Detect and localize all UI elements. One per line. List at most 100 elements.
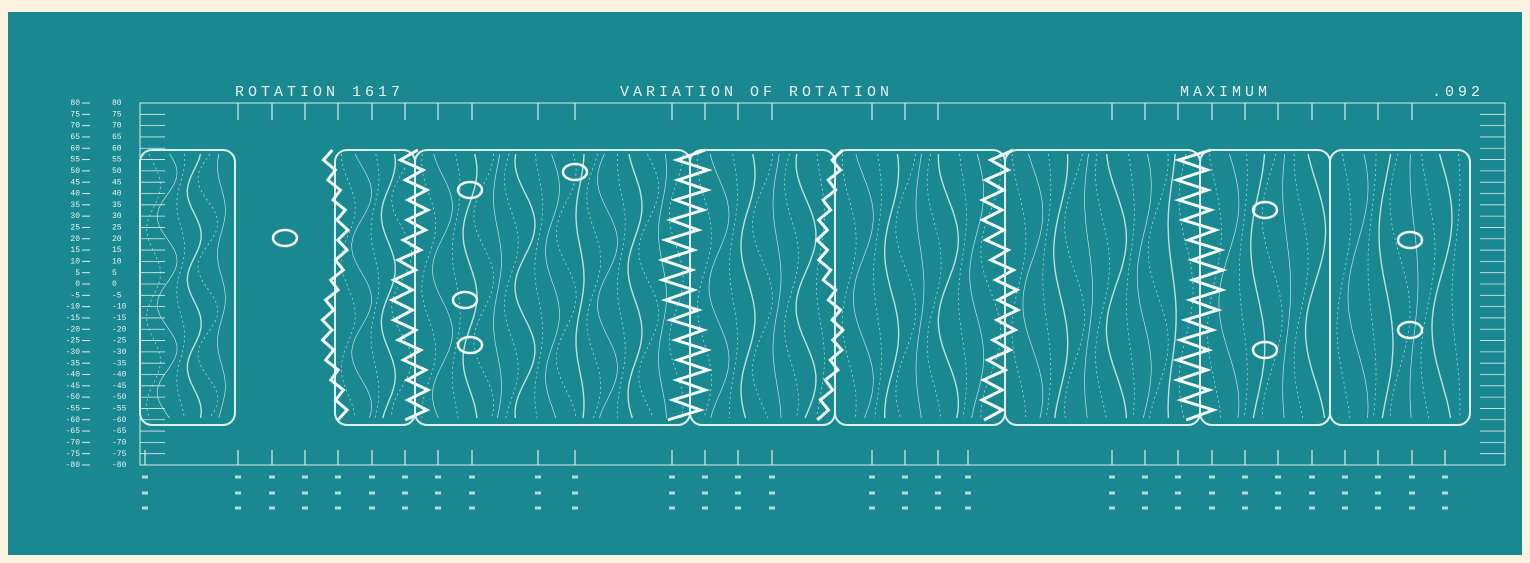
bottom-code-mark bbox=[235, 506, 241, 510]
bottom-code-mark bbox=[669, 491, 675, 495]
y-label: 15 bbox=[112, 246, 122, 255]
y-label: 0 bbox=[75, 280, 80, 289]
y-label: -15 bbox=[112, 314, 127, 323]
contour-line bbox=[156, 153, 178, 419]
y-label: -30 bbox=[66, 348, 81, 357]
contour-line bbox=[1052, 153, 1069, 419]
contour-line bbox=[1431, 153, 1453, 419]
bottom-code-mark bbox=[1109, 475, 1115, 479]
bottom-code-mark bbox=[902, 506, 908, 510]
contour-boundary bbox=[320, 149, 351, 422]
bottom-code-mark bbox=[935, 506, 941, 510]
bottom-code-mark bbox=[402, 506, 408, 510]
contour-line bbox=[772, 153, 782, 419]
bottom-code-mark bbox=[335, 491, 341, 495]
contour-line bbox=[795, 153, 817, 419]
bottom-code-mark bbox=[735, 506, 741, 510]
bottom-code-mark bbox=[965, 506, 971, 510]
bottom-code-mark bbox=[1275, 506, 1281, 510]
contour-line bbox=[1126, 153, 1135, 419]
bottom-code-mark bbox=[1442, 475, 1448, 479]
contour-boundary bbox=[657, 148, 713, 422]
contour-line bbox=[1367, 154, 1377, 419]
contour-line bbox=[421, 153, 437, 419]
bottom-code-mark bbox=[1342, 475, 1348, 479]
contour-line bbox=[545, 153, 560, 419]
contour-line bbox=[1022, 153, 1044, 419]
bottom-code-mark bbox=[535, 506, 541, 510]
bottom-code-mark bbox=[1209, 475, 1215, 479]
bottom-code-mark bbox=[235, 491, 241, 495]
bottom-code-mark bbox=[1342, 491, 1348, 495]
y-label: -75 bbox=[66, 450, 81, 459]
bottom-code-mark bbox=[1375, 491, 1381, 495]
y-label: 45 bbox=[70, 178, 80, 187]
bottom-code-mark bbox=[902, 475, 908, 479]
contour-line bbox=[380, 153, 397, 419]
y-label: -50 bbox=[112, 393, 127, 402]
contour-line bbox=[915, 153, 925, 419]
y-label: -35 bbox=[66, 359, 81, 368]
bottom-code-mark bbox=[869, 475, 875, 479]
bottom-code-mark bbox=[469, 475, 475, 479]
contour-line bbox=[186, 153, 203, 419]
bottom-code-mark bbox=[1409, 475, 1415, 479]
bottom-code-mark bbox=[1209, 506, 1215, 510]
bottom-code-mark bbox=[1309, 475, 1315, 479]
y-label: -5 bbox=[70, 291, 80, 300]
y-label: 10 bbox=[70, 257, 80, 266]
bottom-code-mark bbox=[669, 506, 675, 510]
y-label: 60 bbox=[112, 144, 122, 153]
y-label: -75 bbox=[112, 450, 127, 459]
bottom-code-mark bbox=[572, 506, 578, 510]
bottom-code-mark bbox=[1342, 506, 1348, 510]
contour-line bbox=[1064, 153, 1085, 419]
contour-line bbox=[514, 153, 536, 419]
contour-line bbox=[1378, 153, 1394, 419]
contour-line bbox=[1304, 153, 1327, 419]
y-label: 25 bbox=[70, 224, 80, 233]
bottom-code-mark bbox=[302, 506, 308, 510]
bottom-code-mark bbox=[702, 491, 708, 495]
y-label: 60 bbox=[70, 144, 80, 153]
y-label: -65 bbox=[112, 427, 127, 436]
contour-line bbox=[597, 153, 618, 419]
bottom-code-mark bbox=[435, 506, 441, 510]
y-label: 35 bbox=[70, 201, 80, 210]
contour-boundary bbox=[1172, 148, 1228, 422]
bottom-code-mark bbox=[1209, 491, 1215, 495]
contour-line bbox=[697, 153, 712, 419]
y-label: -80 bbox=[112, 461, 127, 470]
contour-line bbox=[1167, 153, 1177, 419]
y-label: 40 bbox=[70, 190, 80, 199]
y-label: -45 bbox=[112, 382, 127, 391]
contour-line bbox=[493, 153, 502, 419]
contour-line bbox=[883, 153, 900, 418]
contour-boundary bbox=[978, 148, 1022, 422]
bottom-code-mark bbox=[965, 491, 971, 495]
y-label: 40 bbox=[112, 190, 122, 199]
bottom-code-mark bbox=[735, 475, 741, 479]
y-label: 75 bbox=[70, 110, 80, 119]
bottom-code-mark bbox=[302, 475, 308, 479]
bottom-code-mark bbox=[1175, 475, 1181, 479]
bottom-code-mark bbox=[435, 491, 441, 495]
y-label: 55 bbox=[112, 156, 122, 165]
bottom-code-mark bbox=[1375, 475, 1381, 479]
contour-line bbox=[1261, 153, 1283, 419]
contour-line bbox=[1218, 153, 1240, 419]
contour-line bbox=[586, 153, 602, 419]
y-label: 30 bbox=[112, 212, 122, 221]
bottom-code-mark bbox=[535, 475, 541, 479]
bottom-code-mark bbox=[1409, 506, 1415, 510]
bottom-code-mark bbox=[869, 506, 875, 510]
bottom-code-mark bbox=[1409, 491, 1415, 495]
y-label: -70 bbox=[112, 438, 127, 447]
y-label: 5 bbox=[75, 269, 80, 278]
y-label: -10 bbox=[66, 303, 81, 312]
contour-loop bbox=[456, 180, 484, 200]
bottom-code-mark bbox=[1442, 506, 1448, 510]
contour-loop bbox=[1251, 340, 1279, 360]
contour-line bbox=[873, 153, 882, 419]
